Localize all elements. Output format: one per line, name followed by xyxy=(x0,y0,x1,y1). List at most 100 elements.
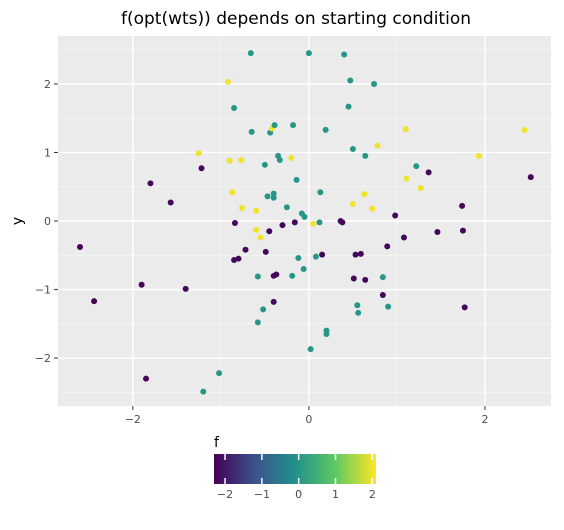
scatter-point xyxy=(291,219,298,226)
y-axis-ticks: −2 −1 0 1 2 xyxy=(35,78,58,365)
scatter-point xyxy=(354,302,361,309)
scatter-point xyxy=(198,165,205,172)
scatter-point xyxy=(357,250,364,257)
scatter-point xyxy=(310,220,317,227)
scatter-point xyxy=(323,331,330,338)
scatter-point xyxy=(475,152,482,159)
scatter-point xyxy=(91,298,98,305)
y-tick-label: 0 xyxy=(44,215,51,228)
scatter-point xyxy=(392,212,399,219)
y-tick-label: −1 xyxy=(35,284,51,297)
colorbar-tick-label: 0 xyxy=(295,488,302,501)
x-tick-label: 2 xyxy=(481,413,488,426)
scatter-point xyxy=(290,122,297,129)
scatter-point xyxy=(352,251,359,258)
scatter-point xyxy=(270,194,277,201)
scatter-point xyxy=(270,298,277,305)
scatter-point xyxy=(316,219,323,226)
data-points xyxy=(77,50,534,395)
scatter-point xyxy=(374,142,381,149)
scatter-point xyxy=(138,281,145,288)
scatter-point xyxy=(253,226,260,233)
scatter-point xyxy=(200,388,207,395)
scatter-point xyxy=(279,222,286,229)
scatter-point xyxy=(216,370,223,377)
x-tick-label: 0 xyxy=(305,413,312,426)
colorbar-tick-label: −2 xyxy=(217,488,233,501)
scatter-point xyxy=(434,228,441,235)
scatter-point xyxy=(349,146,356,153)
scatter-point xyxy=(253,207,260,214)
scatter-point xyxy=(317,189,324,196)
y-tick-label: 1 xyxy=(44,146,51,159)
scatter-point xyxy=(403,175,410,182)
scatter-point xyxy=(147,180,154,187)
scatter-point xyxy=(235,255,242,262)
chart-title: f(opt(wts)) depends on starting conditio… xyxy=(121,9,471,29)
scatter-point xyxy=(270,190,277,197)
scatter-point xyxy=(231,104,238,111)
colorbar-legend: f −2 −1 0 1 2 xyxy=(214,435,376,501)
scatter-point xyxy=(379,292,386,298)
scatter-point xyxy=(266,228,273,235)
scatter-point xyxy=(413,163,420,170)
scatter-point xyxy=(229,189,236,196)
scatter-point xyxy=(248,128,255,135)
scatter-point xyxy=(312,253,319,260)
scatter-point xyxy=(257,234,264,241)
scatter-point xyxy=(254,273,261,280)
scatter-point xyxy=(224,78,231,85)
scatter-point xyxy=(271,122,278,129)
scatter-point xyxy=(369,205,376,212)
colorbar-tick-label: 1 xyxy=(332,488,339,501)
scatter-point xyxy=(231,220,238,227)
scatter-point xyxy=(347,77,354,84)
scatter-point xyxy=(425,169,432,176)
scatter-point xyxy=(384,243,391,250)
scatter-point xyxy=(402,126,409,133)
colorbar-tick-label: 2 xyxy=(369,488,376,501)
scatter-point xyxy=(247,50,254,57)
scatter-point xyxy=(226,157,233,164)
y-axis-label: y xyxy=(10,217,26,225)
scatter-point xyxy=(362,276,369,283)
scatter-point xyxy=(301,213,308,220)
y-tick-label: 2 xyxy=(44,78,51,91)
colorbar-ticks: −2 −1 0 1 2 xyxy=(217,454,376,501)
scatter-point xyxy=(238,157,245,164)
scatter-point xyxy=(273,271,280,278)
scatter-point xyxy=(283,204,290,211)
scatter-point xyxy=(461,304,468,311)
scatter-point xyxy=(341,51,348,58)
scatter-point xyxy=(521,126,528,133)
scatter-point xyxy=(288,154,295,161)
scatter-point xyxy=(195,150,202,157)
scatter-point xyxy=(379,274,386,281)
scatter-point xyxy=(276,157,283,164)
x-tick-label: −2 xyxy=(125,413,141,426)
scatter-point xyxy=(322,126,329,133)
scatter-point xyxy=(238,204,245,211)
scatter-point xyxy=(305,50,312,57)
legend-title: f xyxy=(214,435,220,451)
scatter-point xyxy=(300,265,307,272)
scatter-point xyxy=(371,80,378,87)
scatter-point xyxy=(350,275,357,282)
scatter-point xyxy=(345,103,352,110)
scatter-point xyxy=(295,255,302,261)
scatter-point xyxy=(400,234,407,241)
scatter-point xyxy=(77,244,84,251)
scatter-point xyxy=(355,309,362,316)
scatter-point xyxy=(182,285,189,292)
scatter-point xyxy=(307,346,314,353)
colorbar-tick-label: −1 xyxy=(254,488,270,501)
y-tick-label: −2 xyxy=(35,352,51,365)
scatter-point xyxy=(459,227,466,234)
x-axis-ticks: −2 0 2 xyxy=(125,406,488,426)
scatter-point xyxy=(261,161,268,168)
scatter-point xyxy=(254,319,261,326)
scatter-point xyxy=(293,176,300,183)
scatter-point xyxy=(362,152,369,159)
scatter-point xyxy=(262,248,269,255)
